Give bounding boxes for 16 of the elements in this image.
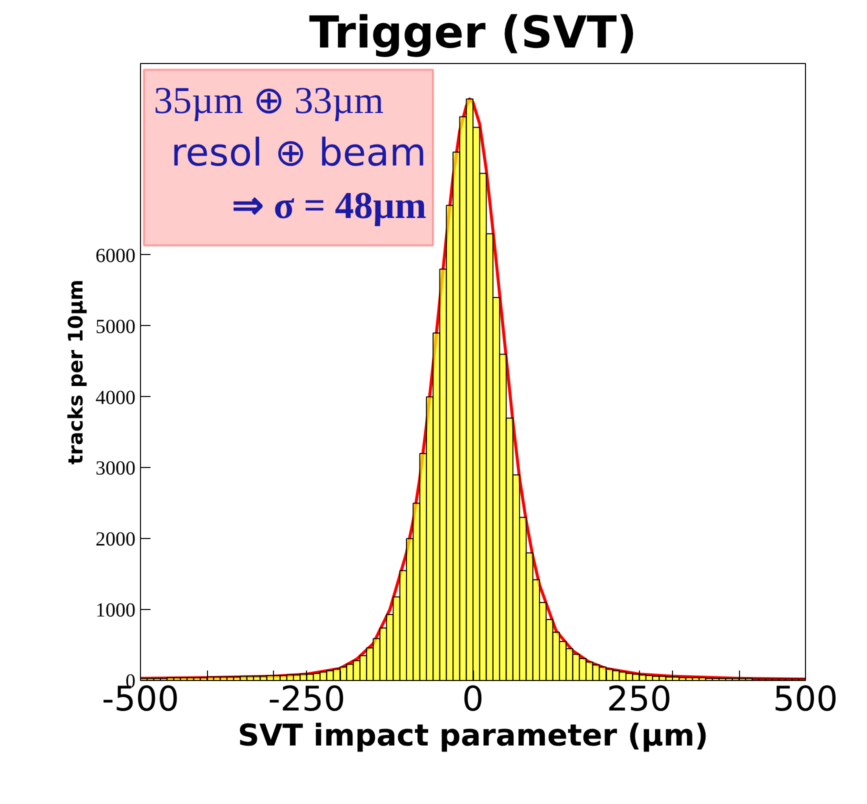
- x-tick-label: 250: [606, 680, 672, 720]
- y-tick-label: 4000: [96, 386, 136, 409]
- chart-title: Trigger (SVT): [309, 8, 637, 58]
- x-tick-label: 500: [773, 680, 838, 720]
- annotation: ⇒ σ = 48µm: [232, 185, 426, 228]
- x-tick-label: 0: [462, 680, 484, 720]
- annotation: resol ⊕ beam: [170, 130, 426, 175]
- y-axis-title: tracks per 10µm: [64, 279, 88, 465]
- annotation: 35µm ⊕ 33µm: [154, 80, 384, 122]
- y-tick-label: 2000: [96, 528, 136, 551]
- x-axis-title: SVT impact parameter (µm): [238, 718, 708, 754]
- y-tick-label: 3000: [96, 458, 136, 480]
- x-tick-label: -250: [268, 680, 346, 720]
- y-tick-label: 6000: [96, 244, 136, 267]
- y-tick-label: 5000: [96, 316, 136, 338]
- y-tick-label: 1000: [96, 600, 136, 622]
